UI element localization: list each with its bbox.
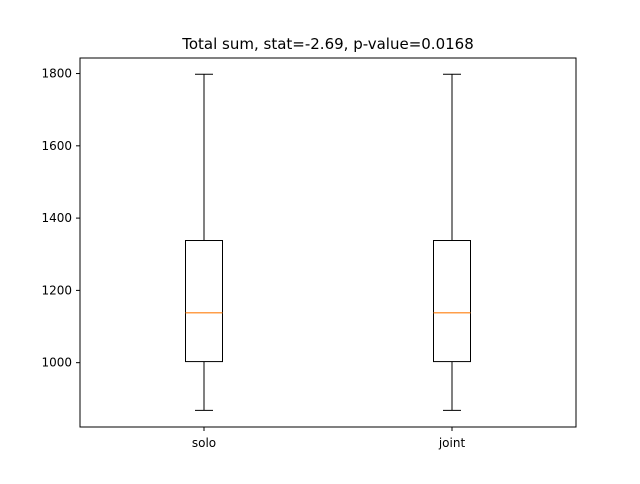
box-group-solo <box>185 73 223 411</box>
y-tick-label: 1400 <box>41 211 72 225</box>
y-tick-label: 1000 <box>41 356 72 370</box>
box-group-joint <box>433 73 471 411</box>
x-tick-label: solo <box>192 436 216 450</box>
data-marks <box>185 73 471 411</box>
y-tick-label: 1800 <box>41 67 72 81</box>
chart-title: Total sum, stat=-2.69, p-value=0.0168 <box>181 35 474 53</box>
axes: 1000 1200 1400 1600 1800 solo joint <box>41 57 577 450</box>
y-tick-label: 1200 <box>41 283 72 297</box>
x-tick-label: joint <box>438 436 466 450</box>
iqr-box <box>433 240 471 363</box>
iqr-box <box>185 240 223 363</box>
y-tick-label: 1600 <box>41 139 72 153</box>
plot-frame <box>79 57 577 428</box>
